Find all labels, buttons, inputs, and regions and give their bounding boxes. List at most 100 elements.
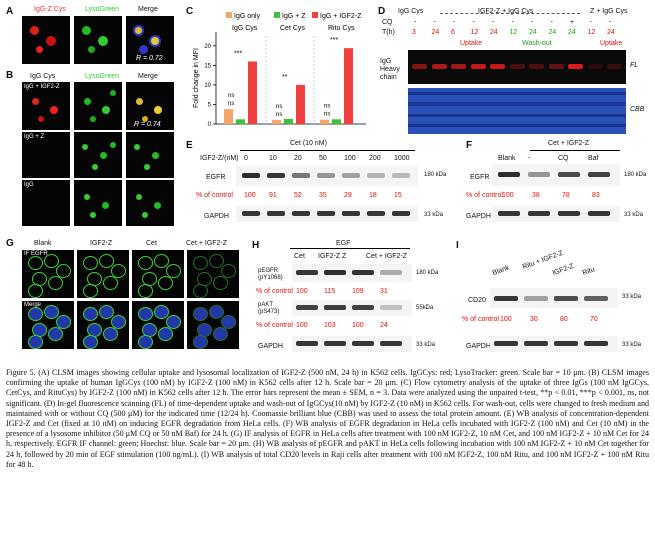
- panelH-gapdh-blot-band-0: [296, 341, 318, 346]
- panelH-pegfr-blot-band-1: [324, 270, 346, 275]
- panelB-header-igg: IgG Cys: [30, 73, 56, 80]
- panelD-row-cq: CQ: [382, 19, 393, 26]
- panelE-gapdh-blot: [236, 206, 418, 222]
- panelI-cd20-blot-band-3: [584, 296, 608, 301]
- panelF-val-2: 78: [562, 192, 570, 199]
- panelH-val2-1: 103: [324, 322, 336, 329]
- group-label-ritu: Ritu Cys: [328, 25, 355, 32]
- panelB-row3-merge: [126, 180, 174, 226]
- panel-letter-a: A: [6, 6, 14, 17]
- panelF-kda-gapdh: 33 kDa: [624, 212, 644, 218]
- panelH-row-pakt: pAKT (pS473): [258, 302, 280, 315]
- panelF-gapdh-blot-band-2: [558, 211, 580, 216]
- panelC-ytick-15: 15: [204, 63, 211, 69]
- panelC-ytick-0: 0: [208, 122, 212, 128]
- panelH-pakt-blot-band-0: [296, 305, 318, 310]
- panelC-sig-4: ns: [276, 104, 282, 110]
- panelD-cq-8: +: [570, 19, 575, 26]
- panelB-row1-label: IgG + IGF2-Z: [24, 84, 60, 90]
- panelI-gapdh-blot: [490, 336, 618, 352]
- panelH-val1-2: 109: [352, 288, 364, 295]
- panelG-image-r1-c1: [77, 301, 129, 349]
- panelE-val-6: 15: [394, 192, 402, 199]
- panelD-fl-band-9: [587, 64, 603, 69]
- panelE-val-2: 52: [294, 192, 302, 199]
- panelF-val-0: 100: [502, 192, 514, 199]
- panelD-group-igg: IgG Cys: [398, 8, 424, 15]
- panelB-row2-merge: [126, 132, 174, 178]
- legend-igg-only: IgG only: [234, 13, 261, 20]
- panelE-kda-gapdh: 33 kDa: [424, 212, 444, 218]
- panelD-t-5: 12: [509, 29, 518, 36]
- panelA-red-image: [22, 16, 70, 64]
- panelA-label-red: IgG-Z Cys: [34, 6, 66, 13]
- panelH-gapdh-blot-band-3: [380, 341, 402, 346]
- panelC-bar-g0-s1: [236, 119, 245, 124]
- panelD-row-t: T(h): [382, 29, 395, 36]
- panelI-gapdh-blot-band-3: [584, 341, 608, 346]
- panelE-gapdh-blot-band-2: [292, 211, 310, 216]
- panelH-lane-1: IGF2-Z: [318, 253, 341, 260]
- panelF-egfr-blot-band-0: [498, 172, 520, 177]
- panelD-fl-band-0: [412, 64, 427, 69]
- panelF-lane-0: Blank: [498, 155, 516, 162]
- panelH-lane-0: Cet: [294, 253, 305, 260]
- panelE-conc-1: 10: [269, 155, 277, 162]
- panelH-control-label2: % of control: [256, 322, 293, 329]
- panelE-conc-label: IGF2-Z/(nM): [200, 155, 239, 162]
- panel-letter-d: D: [378, 6, 386, 17]
- panelA-r-value: R = 0.72: [136, 55, 163, 62]
- panelC-bar-g1-s0: [272, 120, 281, 124]
- panel-letter-b: B: [6, 70, 14, 81]
- panelH-pegfr-blot-band-0: [296, 270, 318, 275]
- panelD-t-9: 12: [587, 29, 596, 36]
- panelE-conc-4: 100: [344, 155, 356, 162]
- panelF-gapdh-blot-band-1: [528, 211, 550, 216]
- panelG-image-r1-c0: Merge: [22, 301, 74, 349]
- panelE-conc-0: 0: [244, 155, 248, 162]
- panelB-row3-red: IgG: [22, 180, 70, 226]
- panelB-row3-label: IgG: [24, 182, 34, 188]
- panelH-kda-gapdh: 33 kDa: [416, 342, 436, 348]
- panelB-header-merge: Merge: [138, 73, 158, 80]
- panelG-header-cet: Cet: [146, 240, 157, 247]
- panelG-header-blank: Blank: [34, 240, 52, 247]
- panelG-row-label-0: IF EGFR: [24, 251, 48, 257]
- panelC-sig-7: ns: [324, 104, 330, 110]
- panelI-row-gapdh: GAPDH: [466, 343, 491, 350]
- panelC-bar-g2-s0: [320, 119, 329, 124]
- panelD-t-4: 24: [490, 29, 498, 36]
- panelE-row-gapdh: GAPDH: [204, 213, 229, 220]
- panelC-chart: IgG only IgG + Z IgG + IGF2-Z IgG Cys Ce…: [193, 12, 366, 128]
- panelB-row2-red: IgG + Z: [22, 132, 70, 178]
- panelE-gapdh-blot-band-6: [392, 211, 410, 216]
- panelH-gapdh-blot: [292, 336, 412, 352]
- panelB-header-lyso: LysoGreen: [85, 73, 119, 80]
- panelF-lane-2: CQ: [558, 155, 569, 162]
- panelD-fl-band-10: [607, 64, 622, 69]
- panelD-sub-uptake2: Uptake: [600, 40, 623, 47]
- panelF-lane-1: -: [528, 155, 531, 162]
- panelH-pegfr-blot: [292, 264, 412, 282]
- panelG-image-r1-c2: [132, 301, 184, 349]
- panelD-fl-gel: [408, 50, 626, 84]
- panelI-kda-gapdh: 33 kDa: [622, 342, 642, 348]
- panelD-cq-9: -: [589, 19, 592, 26]
- panelF-egfr-blot-band-2: [558, 172, 580, 177]
- panelI-cd20-blot-band-0: [494, 296, 518, 301]
- panelC-bar-g2-s2: [344, 48, 353, 124]
- panelH-pakt-blot-band-2: [352, 305, 374, 310]
- panelH-pakt-blot: [292, 300, 412, 316]
- panelD-cq-1: -: [433, 19, 436, 26]
- panelE-egfr-blot-band-0: [242, 173, 260, 178]
- panel-letter-c: C: [186, 6, 194, 17]
- panel-letter-g: G: [6, 238, 14, 249]
- panelD-fl-band-8: [568, 64, 583, 69]
- panelI-control-label: % of control: [462, 316, 499, 323]
- panelD-cq-3: -: [472, 19, 475, 26]
- panelH-val2-0: 100: [296, 322, 308, 329]
- panelI-gapdh-blot-band-2: [554, 341, 578, 346]
- panelD-side-label: IgG Heavy chain: [380, 58, 400, 81]
- panelE-gapdh-blot-band-3: [317, 211, 335, 216]
- panelE-gapdh-blot-band-5: [367, 211, 385, 216]
